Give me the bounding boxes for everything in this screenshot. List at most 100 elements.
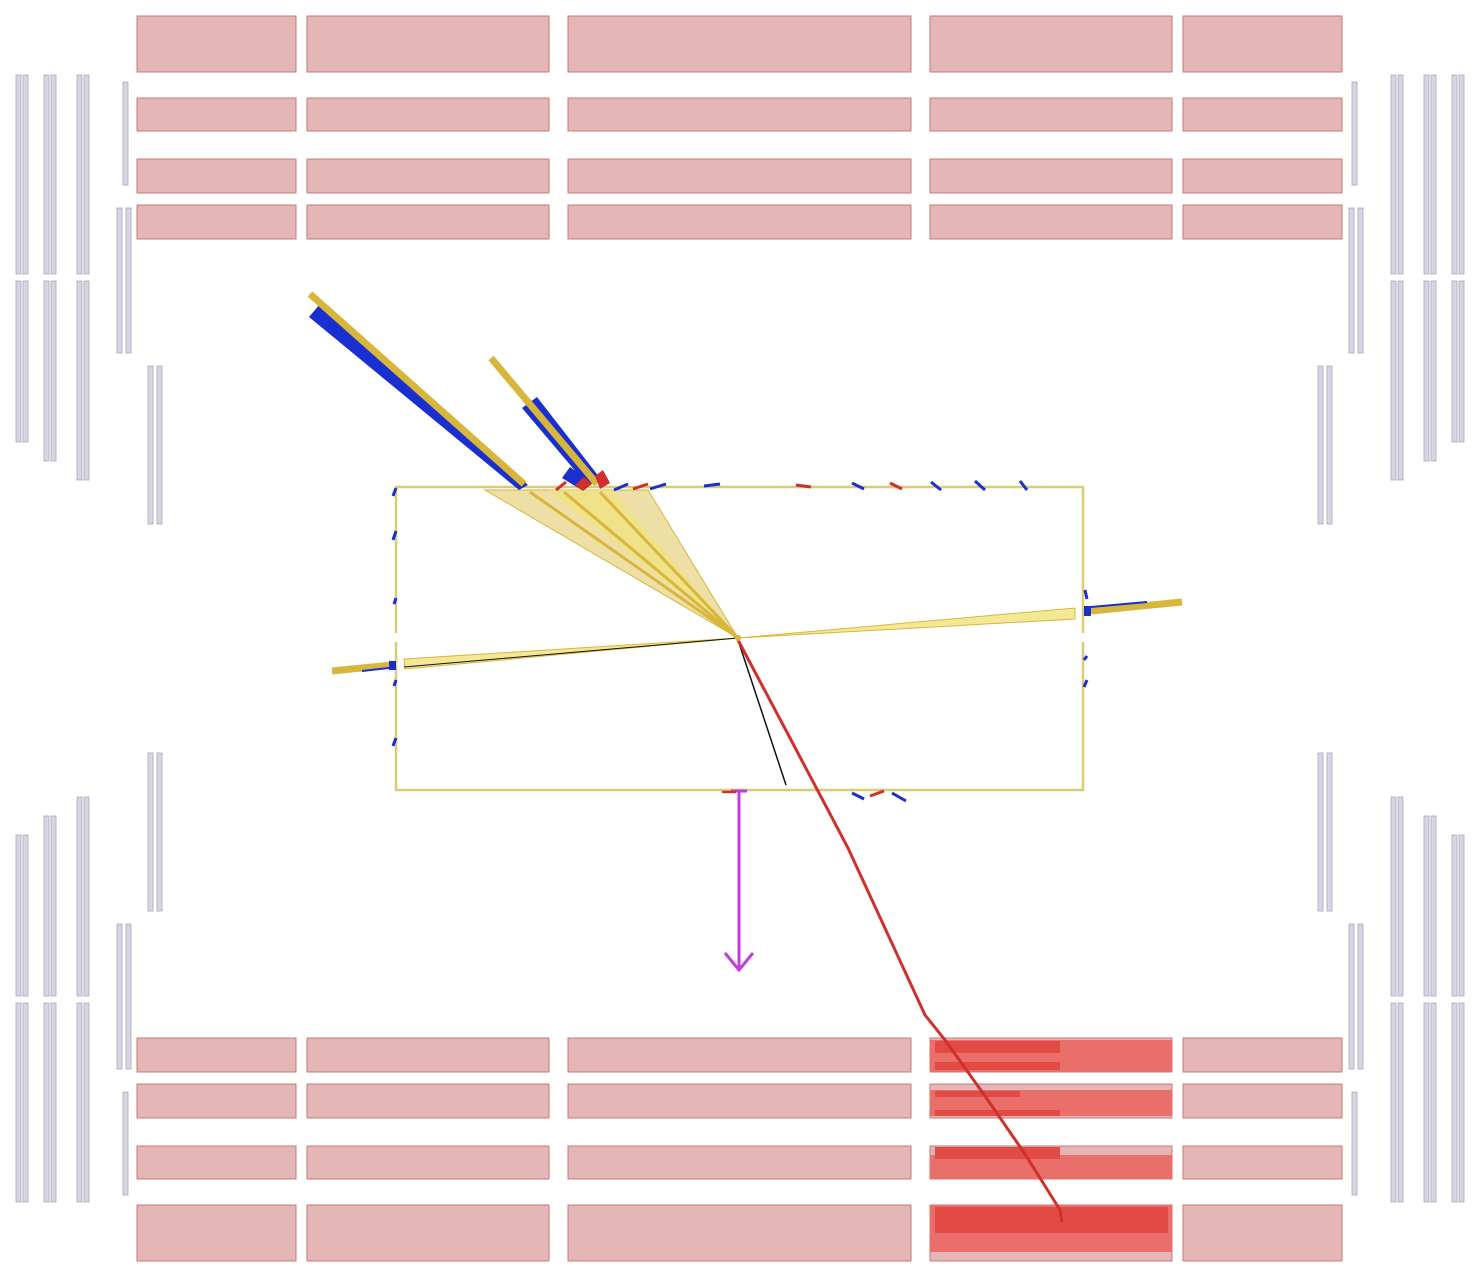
- forward-chamber-left-22: [15, 834, 22, 997]
- forward-chamber-left-6: [15, 280, 22, 443]
- muon-chamber-bottom-r0-c1: [306, 1037, 550, 1073]
- charged-track-left: [403, 637, 739, 668]
- jet-axis-1: [563, 490, 739, 640]
- muon-chamber-top-r3-c3: [929, 204, 1173, 240]
- muon-track: [736, 639, 1064, 1223]
- forward-chamber-right-5: [1390, 74, 1397, 275]
- down-arrow-icon: [723, 952, 755, 973]
- forward-chamber-left-31: [50, 1002, 57, 1203]
- edge-deposit-11: [391, 530, 398, 541]
- forward-chamber-right-22: [1458, 834, 1465, 997]
- forward-chamber-right-19: [1357, 923, 1364, 1070]
- muon-hit-7: [935, 1147, 1060, 1159]
- muon-chamber-top-r1-c3: [929, 97, 1173, 132]
- forward-chamber-right-20: [1348, 923, 1355, 1070]
- muon-chamber-bottom-r1-c0: [136, 1083, 297, 1119]
- edge-deposit-9: [1018, 480, 1029, 491]
- forward-chamber-right-0: [1458, 74, 1465, 275]
- edge-deposit-14: [391, 737, 398, 747]
- edge-deposit-4: [795, 483, 812, 489]
- muon-chamber-bottom-r2-c4: [1182, 1145, 1343, 1180]
- forward-chamber-right-9: [1423, 280, 1430, 462]
- forward-chamber-right-17: [1326, 752, 1333, 912]
- hcal-tower-small-2: [595, 470, 610, 489]
- jet-cone-upper-core: [548, 490, 738, 638]
- jet-axis-outer-right: [1090, 598, 1183, 615]
- forward-chamber-left-18: [156, 752, 163, 912]
- edge-deposit-21: [555, 480, 567, 492]
- forward-chamber-left-25: [50, 815, 57, 997]
- edge-deposit-2: [649, 482, 667, 491]
- outline-gap-left: [394, 633, 399, 642]
- forward-chamber-right-2: [1430, 74, 1437, 275]
- forward-chamber-left-27: [83, 796, 90, 997]
- forward-chamber-left-19: [116, 923, 123, 1070]
- forward-chamber-right-29: [1451, 1002, 1458, 1203]
- muon-hit-9: [935, 1207, 1168, 1233]
- ecal-line-right: [1090, 601, 1148, 608]
- muon-chamber-bottom-r2-c2: [567, 1145, 912, 1180]
- missing-energy-arrow: [723, 789, 755, 973]
- forward-chamber-right-10: [1397, 280, 1404, 481]
- forward-chamber-right-31: [1423, 1002, 1430, 1203]
- muon-chamber-bottom-r1-c4: [1182, 1083, 1343, 1119]
- forward-chamber-right-8: [1430, 280, 1437, 462]
- forward-chamber-left-1: [22, 74, 29, 275]
- muon-chamber-top-r2-c4: [1182, 158, 1343, 194]
- forward-chamber-right-30: [1430, 1002, 1437, 1203]
- edge-deposit-0: [613, 482, 629, 492]
- muon-chamber-bottom-r0-c0: [136, 1037, 297, 1073]
- jet-axis-3: [529, 490, 739, 640]
- edge-deposit-8: [973, 479, 987, 492]
- muon-chamber-bottom-r3-c2: [567, 1204, 912, 1262]
- forward-chamber-left-11: [83, 280, 90, 481]
- forward-chamber-right-11: [1390, 280, 1397, 481]
- forward-chamber-left-0: [15, 74, 22, 275]
- forward-chamber-left-14: [125, 207, 132, 354]
- forward-chamber-left-9: [50, 280, 57, 462]
- muon-chamber-top-r0-c3: [929, 15, 1173, 73]
- forward-chamber-left-10: [76, 280, 83, 481]
- forward-chambers-right: [1317, 74, 1465, 1203]
- forward-chamber-right-24: [1430, 815, 1437, 997]
- forward-chamber-left-7: [22, 280, 29, 443]
- edge-deposit-18: [851, 791, 865, 801]
- forward-chamber-left-30: [43, 1002, 50, 1203]
- forward-chamber-left-28: [15, 1002, 22, 1203]
- muon-hit-1: [935, 1041, 1060, 1053]
- muon-chamber-bottom-r2-c1: [306, 1145, 550, 1180]
- forward-chamber-left-32: [76, 1002, 83, 1203]
- forward-chamber-right-7: [1451, 280, 1458, 443]
- muon-chamber-top-r0-c0: [136, 15, 297, 73]
- forward-chamber-left-4: [76, 74, 83, 275]
- forward-chamber-left-5: [83, 74, 90, 275]
- muon-chamber-hits: [930, 1040, 1172, 1252]
- forward-chamber-right-3: [1423, 74, 1430, 275]
- muon-chamber-top-r1-c4: [1182, 97, 1343, 132]
- muon-chamber-bottom-r3-c1: [306, 1204, 550, 1262]
- muon-chamber-top-r0-c1: [306, 15, 550, 73]
- edge-deposit-3: [703, 482, 721, 488]
- forward-chamber-right-33: [1390, 1002, 1397, 1203]
- muon-chamber-top-r2-c1: [306, 158, 550, 194]
- muon-chamber-top-r3-c0: [136, 204, 297, 240]
- muon-chamber-top-r3-c2: [567, 204, 912, 240]
- muon-chamber-top-r3-c1: [306, 204, 550, 240]
- edge-deposit-6: [889, 481, 903, 491]
- forward-chamber-right-26: [1397, 796, 1404, 997]
- edge-deposit-16: [1082, 655, 1089, 661]
- forward-chamber-right-18: [1317, 752, 1324, 912]
- muon-chamber-top-r1-c1: [306, 97, 550, 132]
- edge-deposit-17: [1082, 679, 1089, 688]
- forward-chamber-left-8: [43, 280, 50, 462]
- muon-chamber-top-r2-c3: [929, 158, 1173, 194]
- forward-chamber-right-21: [1351, 1091, 1358, 1196]
- forward-chamber-right-28: [1458, 1002, 1465, 1203]
- jet-axis-outer-2: [488, 355, 600, 487]
- edge-deposit-19: [869, 789, 885, 798]
- forward-chamber-left-23: [22, 834, 29, 997]
- forward-chamber-right-23: [1451, 834, 1458, 997]
- forward-chamber-left-16: [156, 365, 163, 525]
- edge-deposit-10: [391, 487, 398, 497]
